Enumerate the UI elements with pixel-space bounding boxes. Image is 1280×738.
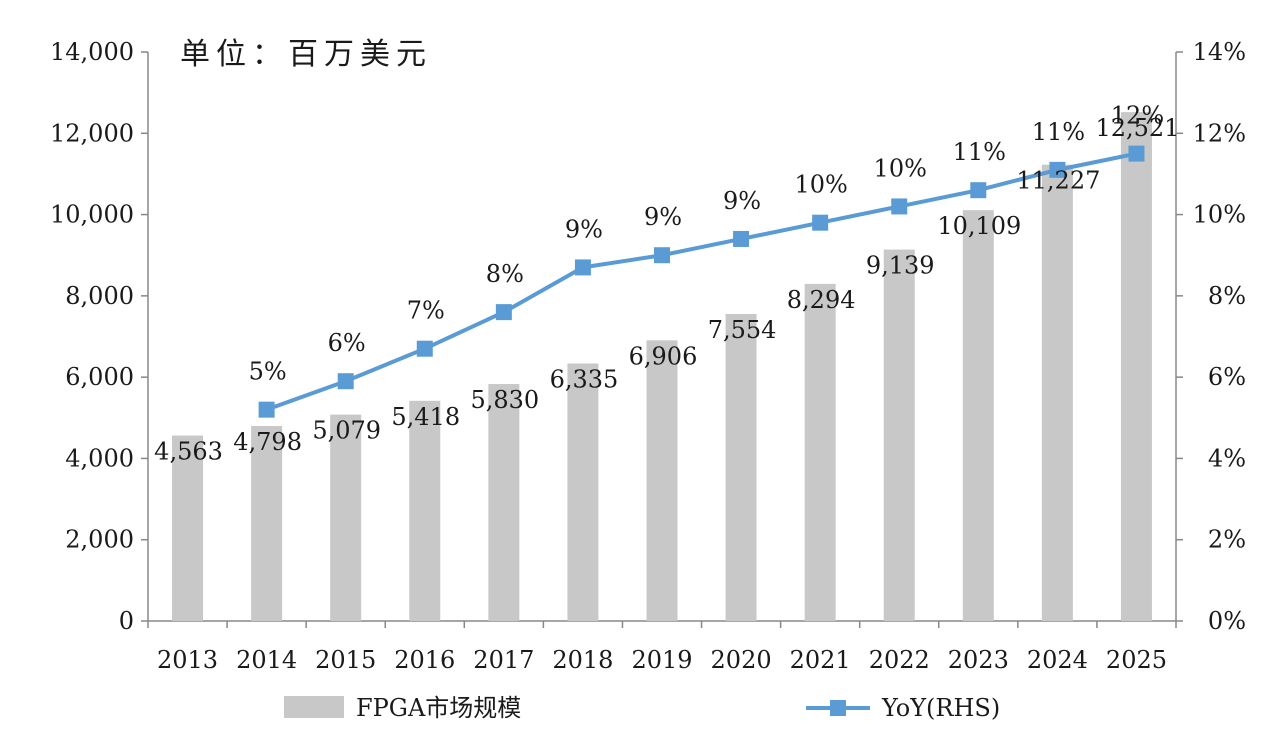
- x-tick-label: 2025: [1106, 646, 1167, 674]
- x-tick-label: 2016: [394, 646, 455, 674]
- bar: [172, 435, 204, 621]
- yoy-value-label: 9%: [565, 215, 603, 243]
- bar: [1041, 164, 1073, 621]
- bar-value-label: 5,079: [312, 417, 381, 445]
- bar-value-label: 7,554: [708, 316, 777, 344]
- left-tick-label: 10,000: [50, 201, 134, 229]
- left-tick-label: 0: [119, 607, 134, 635]
- bar: [251, 425, 283, 621]
- bar: [725, 313, 757, 621]
- data-labels: 4,563 4,798 5,079 5,418 5,830 6,335 6,906 7,554…: [154, 102, 1179, 466]
- legend: FPGA市场规模 YoY(RHS): [284, 694, 1000, 722]
- right-tick-label: 0%: [1208, 607, 1246, 635]
- yoy-value-label: 10%: [794, 171, 847, 199]
- yoy-value-label: 11%: [1032, 118, 1085, 146]
- left-tick-label: 4,000: [65, 444, 134, 472]
- yoy-marker: [574, 259, 591, 276]
- bar: [804, 283, 836, 621]
- legend-bar-label: FPGA市场规模: [356, 694, 521, 722]
- x-tick-label: 2013: [157, 646, 218, 674]
- x-tick-label: 2018: [552, 646, 613, 674]
- x-tick-label: 2020: [711, 646, 772, 674]
- bar-value-label: 4,563: [154, 438, 223, 466]
- bar-value-label: 4,798: [233, 428, 302, 456]
- bar-value-label: 6,335: [550, 366, 619, 394]
- x-tick-label: 2022: [869, 646, 930, 674]
- unit-note: 单位：百万美元: [180, 37, 432, 72]
- right-tick-label: 6%: [1208, 363, 1246, 391]
- yoy-marker: [258, 401, 275, 418]
- yoy-marker: [812, 214, 829, 231]
- bar: [883, 249, 915, 621]
- bar: [962, 210, 994, 621]
- left-tick-label: 12,000: [50, 119, 134, 147]
- axes: 0 2,000 4,000 6,000 8,000 10,000 12,000 14,000 0…: [50, 38, 1246, 674]
- bar-value-label: 12,521: [1095, 114, 1179, 142]
- left-tick-label: 14,000: [50, 38, 134, 66]
- left-tick-label: 8,000: [65, 282, 134, 310]
- x-tick-label: 2017: [473, 646, 534, 674]
- yoy-value-label: 9%: [723, 187, 761, 215]
- yoy-marker: [416, 340, 433, 357]
- yoy-marker: [1049, 161, 1066, 178]
- right-tick-label: 14%: [1193, 38, 1246, 66]
- yoy-marker: [891, 198, 908, 215]
- bar: [646, 340, 678, 621]
- left-tick-label: 6,000: [65, 363, 134, 391]
- right-tick-label: 2%: [1208, 526, 1246, 554]
- bar: [567, 363, 599, 621]
- bar: [409, 400, 441, 621]
- bar-value-label: 8,294: [787, 286, 856, 314]
- yoy-marker: [495, 304, 512, 321]
- yoy-value-label: 6%: [328, 329, 366, 357]
- bar: [330, 414, 362, 621]
- bar-value-label: 5,418: [391, 403, 460, 431]
- yoy-value-label: 12%: [1111, 102, 1164, 130]
- yoy-line-series: [258, 145, 1145, 418]
- yoy-marker: [970, 182, 987, 199]
- yoy-value-label: 9%: [644, 203, 682, 231]
- bar: [488, 384, 520, 621]
- bar-value-label: 6,906: [629, 342, 698, 370]
- yoy-value-label: 8%: [486, 260, 524, 288]
- yoy-value-label: 11%: [953, 138, 1006, 166]
- bar-value-label: 11,227: [1016, 167, 1100, 195]
- x-tick-label: 2015: [315, 646, 376, 674]
- bar: [1120, 112, 1152, 622]
- x-tick-label: 2023: [948, 646, 1009, 674]
- bar-value-label: 5,830: [470, 386, 539, 414]
- right-tick-label: 4%: [1208, 444, 1246, 472]
- bar-value-label: 10,109: [937, 212, 1021, 240]
- legend-line-label: YoY(RHS): [881, 694, 1000, 722]
- yoy-marker: [337, 373, 354, 390]
- legend-bar-swatch: [284, 696, 344, 718]
- x-tick-label: 2024: [1027, 646, 1088, 674]
- yoy-value-label: 7%: [407, 297, 445, 325]
- yoy-line: [265, 151, 1137, 412]
- x-tick-label: 2014: [236, 646, 297, 674]
- bar-value-label: 9,139: [866, 252, 935, 280]
- yoy-marker: [654, 247, 670, 264]
- right-tick-label: 8%: [1208, 282, 1246, 310]
- x-tick-label: 2021: [790, 646, 851, 674]
- yoy-value-label: 10%: [874, 154, 927, 182]
- x-tick-label: 2019: [631, 646, 692, 674]
- right-tick-label: 10%: [1193, 201, 1246, 229]
- yoy-marker: [1128, 145, 1145, 162]
- bar-series: [172, 112, 1152, 622]
- yoy-marker: [733, 230, 750, 247]
- yoy-value-label: 5%: [249, 358, 287, 386]
- left-tick-label: 2,000: [65, 526, 134, 554]
- right-tick-label: 12%: [1193, 119, 1246, 147]
- legend-line-marker: [830, 700, 846, 716]
